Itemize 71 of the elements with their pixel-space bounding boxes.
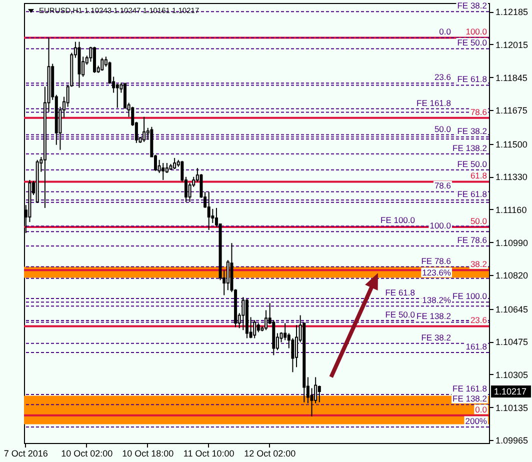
annotation: 138.2% bbox=[422, 295, 452, 306]
ref-line-label: FE 161.8 bbox=[416, 98, 452, 108]
ref-line-label: FE 138.2 bbox=[416, 311, 452, 322]
y-tick-label: 1.11330 bbox=[496, 172, 528, 182]
candlestick bbox=[253, 320, 256, 339]
annotation: 61.8 bbox=[470, 170, 488, 181]
x-tick-label: 10 Oct 02:00 bbox=[61, 448, 113, 458]
x-tick-label: 12 Oct 02:00 bbox=[244, 448, 296, 458]
candlestick bbox=[124, 82, 127, 110]
candlestick bbox=[318, 385, 321, 403]
annotation: 0.0 bbox=[475, 404, 488, 414]
y-tick-label: 1.10135 bbox=[496, 402, 528, 413]
y-tick-label: 1.11500 bbox=[496, 139, 528, 150]
candlestick bbox=[173, 157, 176, 170]
ref-line-label: FE 78.6 bbox=[457, 234, 488, 245]
candlestick bbox=[256, 322, 260, 333]
y-tick-label: 1.11675 bbox=[496, 106, 528, 116]
candlestick bbox=[295, 324, 298, 368]
candlestick bbox=[242, 296, 245, 331]
annotation: 50.0 bbox=[434, 124, 452, 134]
y-tick-label: 1.10645 bbox=[496, 304, 528, 314]
ref-line-label: FE 61.8 bbox=[457, 74, 488, 84]
annotation: 50.0 bbox=[470, 216, 488, 226]
y-tick-label: 1.10475 bbox=[496, 337, 528, 348]
ref-line-label: FE 78.6 bbox=[421, 256, 452, 266]
annotation: 100.0 bbox=[466, 26, 488, 37]
ref-line-label: FE 38.2 bbox=[421, 332, 452, 342]
candlestick bbox=[100, 57, 104, 72]
y-tick-label: 1.11160 bbox=[496, 204, 527, 215]
annotation: 123.6% bbox=[422, 267, 452, 278]
y-tick-label: 1.12015 bbox=[496, 40, 528, 50]
annotation: 38.2 bbox=[470, 259, 488, 270]
x-tick-label: 7 Oct 2016 bbox=[4, 448, 48, 458]
annotation: 0.0 bbox=[439, 26, 452, 37]
ref-line-label: FE 38.2 bbox=[457, 126, 488, 136]
candlestick bbox=[116, 83, 119, 108]
ref-line-label: FE 138.2 bbox=[452, 142, 488, 153]
ref-line-label: FE 50.0 bbox=[457, 38, 488, 48]
candlestick bbox=[93, 46, 96, 74]
x-tick-label: 10 Oct 18:00 bbox=[122, 448, 174, 458]
ref-line-label: FE 100.0 bbox=[380, 215, 416, 226]
candlestick bbox=[284, 322, 287, 341]
annotation: 200% bbox=[465, 416, 488, 426]
candlestick bbox=[142, 116, 146, 142]
ref-line-label: FE 50.0 bbox=[457, 158, 488, 169]
ref-line-label: FE 138.2 bbox=[452, 394, 488, 404]
y-tick-label: 1.10305 bbox=[496, 370, 528, 380]
annotation: 78.6 bbox=[434, 180, 452, 191]
candlestick bbox=[165, 162, 168, 174]
candlestick bbox=[162, 162, 165, 180]
annotation: 1.10217 bbox=[494, 386, 527, 396]
ref-line-label: FE 61.8 bbox=[385, 287, 416, 298]
y-tick-label: 1.10820 bbox=[496, 270, 528, 281]
annotation: 23.6 bbox=[434, 72, 452, 82]
ref-line-label: FE 38.2 bbox=[457, 0, 488, 11]
x-tick-label: 11 Oct 10:00 bbox=[183, 448, 234, 458]
ref-line-label: FE 161.8 bbox=[452, 384, 488, 394]
y-tick-label: 1.10990 bbox=[496, 238, 528, 248]
ref-line-label: FE 50.0 bbox=[385, 309, 416, 320]
y-tick-label: 1.09965 bbox=[496, 436, 528, 446]
y-tick-label: 1.12185 bbox=[496, 7, 528, 18]
annotation: 161.8 bbox=[466, 341, 488, 352]
candlestick bbox=[264, 310, 268, 331]
candlestick bbox=[207, 191, 210, 230]
y-tick-label: 1.11845 bbox=[496, 72, 528, 83]
ref-line-label: FE 61.8 bbox=[457, 189, 488, 200]
annotation: 100.0 bbox=[430, 220, 452, 231]
annotation: 23.6 bbox=[470, 315, 488, 326]
annotation: 78.6 bbox=[470, 106, 488, 117]
candlestick bbox=[310, 388, 314, 417]
ref-line-label: FE 100.0 bbox=[452, 291, 488, 302]
